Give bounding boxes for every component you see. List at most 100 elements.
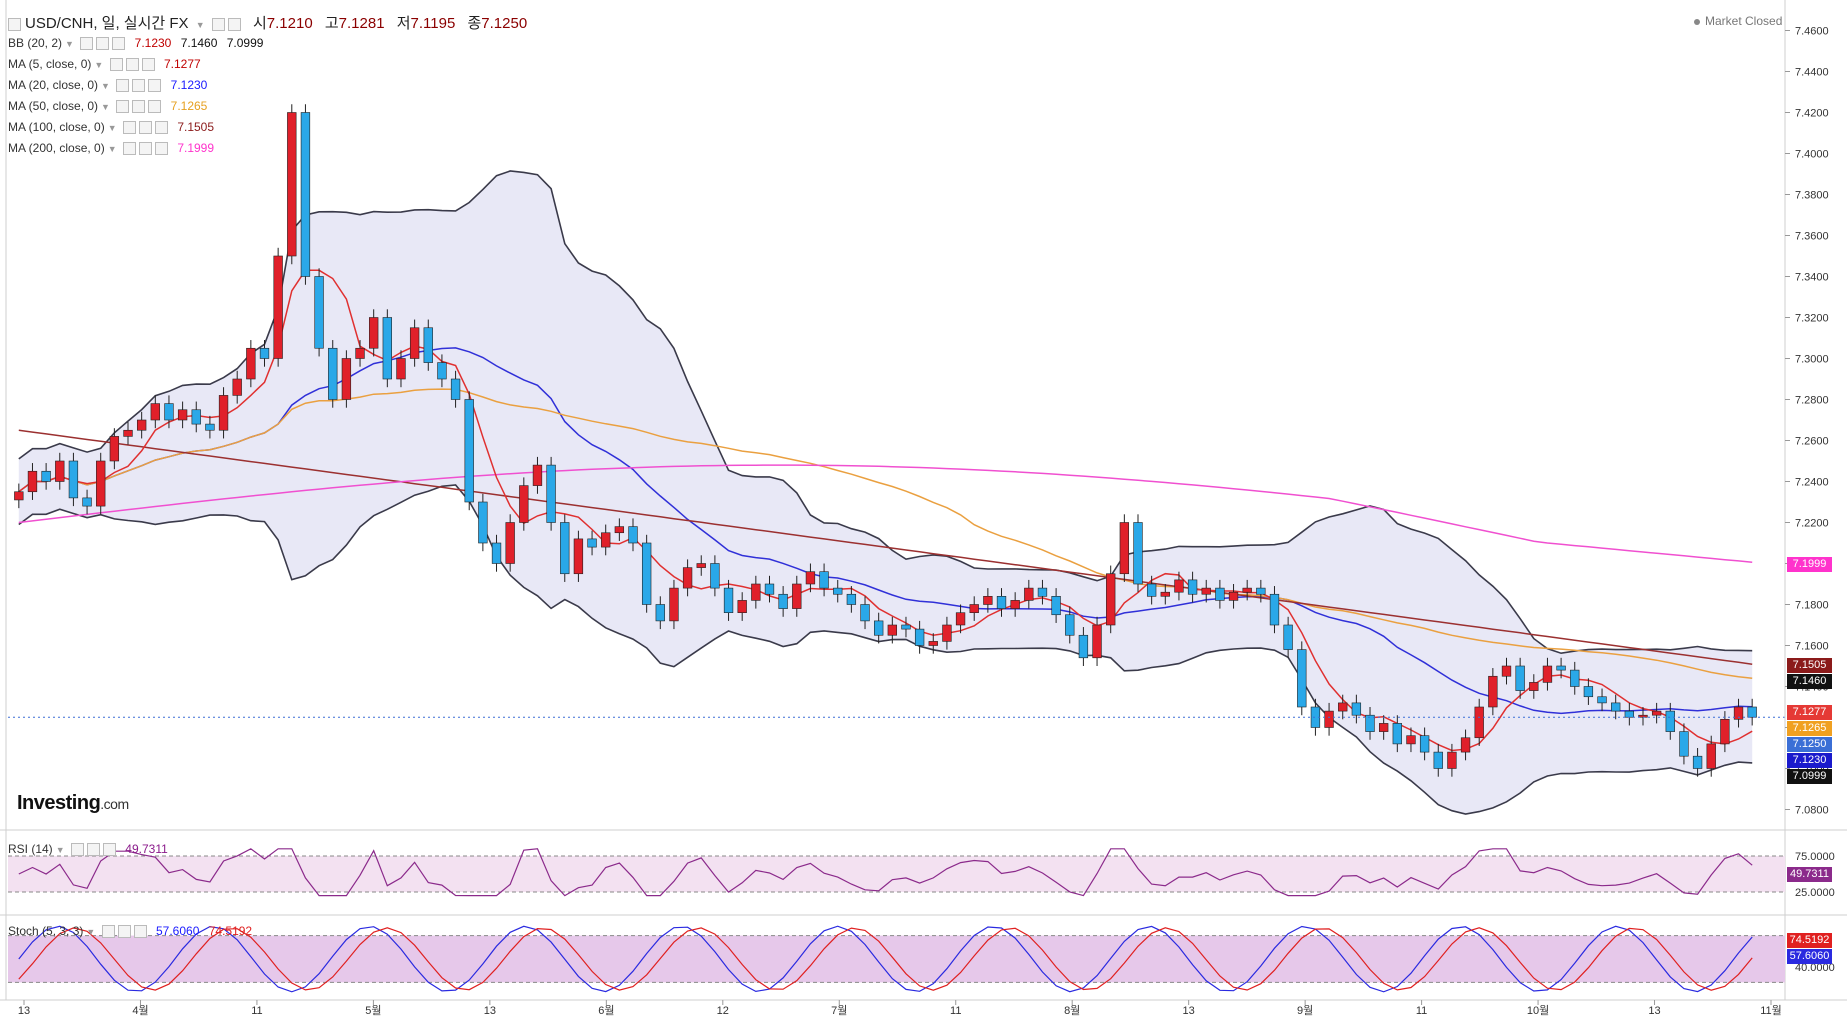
legend-ma100[interactable]: MA (100, close, 0) ▼ 7.1505 (8, 120, 215, 135)
eye-icon[interactable] (117, 925, 131, 939)
candle-body (1392, 723, 1402, 745)
settings-icon[interactable] (116, 100, 130, 114)
x-tick-label: 4월 (132, 1004, 148, 1017)
candle-body (273, 255, 283, 359)
candle-body (423, 327, 433, 363)
y-tick-label: 7.1600 (1795, 641, 1829, 653)
legend-stoch[interactable]: Stoch (5, 3, 3) ▼ 57.6060 74.5192 (8, 924, 253, 939)
candle-body (696, 563, 706, 568)
legend-rsi[interactable]: RSI (14) ▼ 49.7311 (8, 842, 168, 857)
chevron-down-icon[interactable]: ▼ (55, 845, 65, 855)
time-axis[interactable]: 13 4월 11 5월 13 6월 12 7월 11 8월 13 9월 11 10월 13 11월 (18, 1000, 1782, 1017)
settings-icon[interactable] (109, 58, 123, 72)
candle-body (1324, 710, 1334, 728)
close-icon[interactable] (102, 843, 116, 857)
candle-body (82, 497, 92, 507)
candle-body (764, 583, 775, 595)
candle-body (1215, 587, 1225, 601)
candle-body (68, 460, 79, 499)
candle-body (1665, 710, 1675, 732)
chevron-down-icon[interactable]: ▼ (101, 81, 110, 91)
y-tick-label: 7.4400 (1795, 67, 1829, 79)
candle-body (300, 112, 311, 277)
close-icon[interactable] (148, 100, 162, 114)
chevron-down-icon[interactable]: ▼ (107, 123, 117, 133)
candle-body (641, 542, 652, 605)
candle-body (1365, 714, 1375, 732)
chevron-down-icon[interactable]: ▼ (101, 102, 110, 112)
x-tick-label: 12 (717, 1005, 729, 1017)
settings-icon[interactable] (122, 142, 136, 156)
price-badge: 7.1277 (1787, 704, 1832, 720)
candle-body (1297, 649, 1307, 708)
eye-icon[interactable] (227, 17, 241, 31)
symbol-line: USD/CNH, 일, 실시간 FX (25, 15, 189, 32)
rsi-zone (8, 856, 1785, 892)
bollinger-lower (18, 484, 1753, 815)
chevron-down-icon[interactable]: ▼ (94, 60, 104, 70)
eye-icon[interactable] (96, 37, 110, 51)
legend-ma50[interactable]: MA (50, close, 0) ▼ 7.1265 (8, 99, 208, 114)
candle-body (1651, 710, 1662, 716)
candle-body (1269, 593, 1280, 626)
close-icon[interactable] (154, 121, 168, 135)
ohlc-close: 종7.1250 (467, 15, 528, 32)
settings-icon[interactable] (101, 925, 115, 939)
settings-icon[interactable] (211, 17, 225, 31)
candle-body (478, 501, 488, 544)
candle-body (1692, 755, 1703, 769)
candle-body (1051, 595, 1061, 616)
candle-body (27, 470, 38, 493)
eye-icon[interactable] (132, 79, 146, 93)
legend-ma20[interactable]: MA (20, close, 0) ▼ 7.1230 (8, 78, 208, 93)
close-icon[interactable] (133, 925, 147, 939)
candle-body (1474, 706, 1484, 739)
legend-bb[interactable]: BB (20, 2) ▼ 7.1230 7.1460 7.0999 (8, 36, 264, 51)
eye-icon[interactable] (125, 58, 139, 72)
y-tick-label: 7.4600 (1795, 26, 1829, 38)
settings-icon[interactable] (70, 843, 84, 857)
candle-body (682, 567, 693, 589)
close-icon[interactable] (141, 58, 155, 72)
legend-ma5[interactable]: MA (5, close, 0) ▼ 7.1277 (8, 57, 201, 72)
price-badge: 7.1460 (1787, 673, 1832, 689)
candle-body (1624, 710, 1635, 718)
candle-body (833, 587, 843, 595)
eye-icon[interactable] (138, 142, 152, 156)
candle-body (14, 491, 24, 501)
chart-title[interactable]: USD/CNH, 일, 실시간 FX ▼ 시7.1210 고7.1281 저7.… (8, 12, 527, 33)
candle-body (573, 538, 584, 575)
candle-body (450, 378, 461, 400)
candle-body (437, 362, 447, 380)
eye-icon[interactable] (86, 843, 100, 857)
candle-body (150, 403, 160, 421)
close-icon[interactable] (154, 142, 168, 156)
settings-icon[interactable] (116, 79, 130, 93)
legend-ma200[interactable]: MA (200, close, 0) ▼ 7.1999 (8, 141, 215, 156)
candle-body (1570, 669, 1580, 687)
collapse-icon[interactable] (8, 17, 21, 31)
chevron-down-icon[interactable]: ▼ (65, 39, 74, 49)
candle-body (1406, 735, 1416, 745)
close-icon[interactable] (148, 79, 162, 93)
eye-icon[interactable] (132, 100, 146, 114)
eye-icon[interactable] (138, 121, 152, 135)
settings-icon[interactable] (122, 121, 136, 135)
chevron-down-icon[interactable]: ▼ (195, 20, 205, 30)
candle-body (737, 600, 747, 614)
candle-body (1611, 702, 1621, 712)
ma50-line (18, 388, 1753, 680)
chevron-down-icon[interactable]: ▼ (107, 144, 117, 154)
candle-body (1187, 579, 1198, 595)
settings-icon[interactable] (80, 37, 94, 51)
close-icon[interactable] (112, 37, 126, 51)
candle-body (1379, 723, 1389, 732)
candle-body (409, 327, 420, 359)
candle-body (1733, 706, 1744, 720)
candle-body (519, 485, 529, 523)
candle-body (1501, 665, 1512, 677)
chevron-down-icon[interactable]: ▼ (86, 927, 96, 937)
y-tick-label: 7.4200 (1795, 108, 1829, 120)
ma200-line (18, 464, 1753, 563)
